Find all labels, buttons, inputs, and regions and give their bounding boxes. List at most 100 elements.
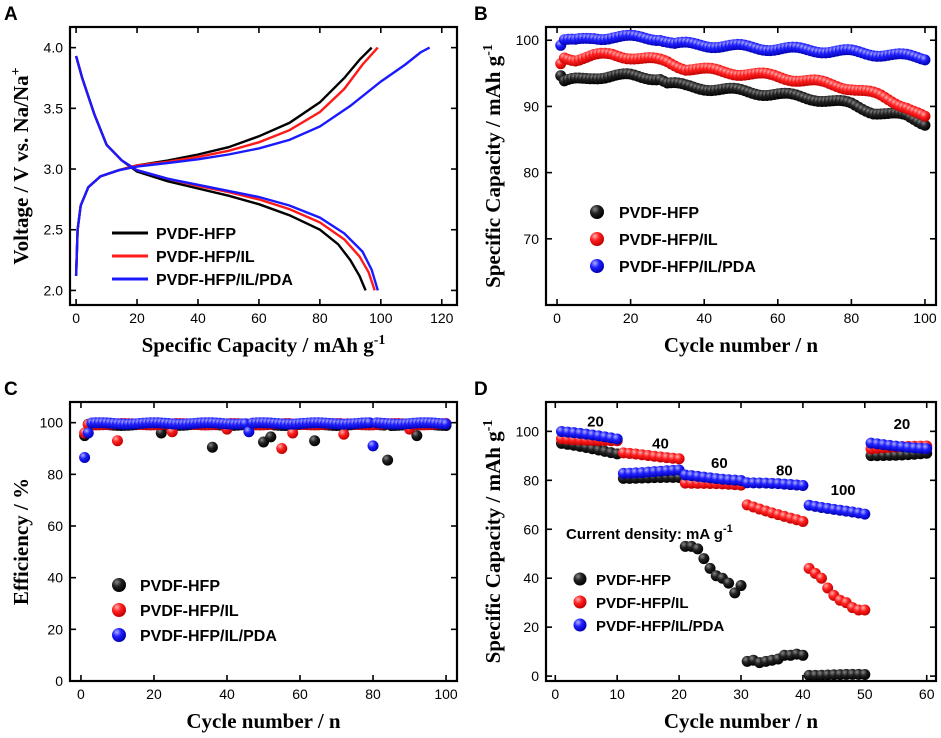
panel-a-letter: A	[4, 4, 18, 25]
panel-c-xtick-label: 20	[146, 686, 162, 702]
panel-c-point-pvdf-hfp	[309, 435, 321, 447]
panel-d-current-density-label: Current density: mA g-1	[566, 523, 733, 543]
panel-b-xtick-label: 0	[553, 310, 561, 326]
panel-c-coulombic-efficiency: 0 20 40 60 80 100 0 20 40 60 80 100 Cycle number / n…	[9, 400, 459, 733]
panel-d-ylabel-sup: -1	[481, 420, 496, 432]
panel-d-rate-label: 40	[652, 436, 669, 453]
panel-d-point-pvdf-hfp	[704, 562, 716, 574]
panel-d-ylabel: Specific Capacity / mAh g-1	[481, 420, 505, 664]
panel-b-xtick-label: 20	[623, 310, 639, 326]
panel-a-xtick-label: 40	[190, 310, 206, 326]
panel-d-point-pvdf-hfp-il	[673, 453, 685, 465]
panel-d-current-density-sup: -1	[723, 523, 733, 535]
panel-c-letter: C	[4, 379, 18, 400]
panel-a-ytick-label: 3.5	[44, 100, 64, 116]
panel-c-xtick-label: 40	[219, 686, 235, 702]
panel-c-legend-marker	[112, 578, 126, 592]
panel-c-point-pvdf-hfp-il	[287, 427, 299, 439]
panel-d-legend-marker	[573, 618, 587, 632]
panel-c-point-pvdf-hfp-il-pda	[79, 452, 91, 464]
panel-d-rate-label: 80	[776, 462, 793, 479]
panel-c-xtick-label: 0	[77, 686, 85, 702]
panel-d-point-pvdf-hfp	[735, 580, 747, 592]
panel-c-point-pvdf-hfp-il-pda	[82, 427, 94, 439]
panel-b-legend-marker	[590, 259, 604, 273]
panel-c-point-pvdf-hfp	[265, 431, 277, 443]
panel-a-xtick-label: 120	[430, 310, 454, 326]
panel-a-legend-label: PVDF-HFP/IL	[156, 249, 255, 266]
panel-a-ylabel-sup: +	[9, 67, 24, 75]
panel-b-cycling-capacity: 0 20 40 60 80 100 70 80 90 100 Cycle number / n Spe…	[481, 25, 938, 357]
panel-d-legend-label: PVDF-HFP/IL	[596, 595, 689, 612]
panel-d-xtick-label: 10	[609, 686, 625, 702]
panel-d-point-pvdf-hfp-il	[859, 604, 871, 616]
panel-d-ytick-label: 80	[523, 472, 539, 488]
panel-a-discharge-curve-pvdf-hfp-il-pda	[74, 55, 379, 291]
panel-d-point-pvdf-hfp	[723, 577, 735, 589]
panel-d-ytick-label: 60	[523, 521, 539, 537]
panel-c-ytick-label: 40	[47, 570, 63, 586]
panel-b-legend-marker	[590, 205, 604, 219]
panel-c-point-pvdf-hfp-il	[111, 435, 123, 447]
panel-d-point-pvdf-hfp	[797, 649, 809, 661]
panel-a-ytick-label: 4.0	[44, 40, 64, 56]
panel-c-ytick-label: 100	[40, 415, 64, 431]
panel-c-ytick-label: 0	[55, 673, 63, 689]
panel-a-xlabel: Specific Capacity / mAh g-1	[142, 333, 386, 357]
panel-d-point-pvdf-hfp-il	[797, 516, 809, 528]
panel-d-xtick-label: 20	[671, 686, 687, 702]
panel-d-point-pvdf-hfp	[692, 543, 704, 555]
panel-c-point-pvdf-hfp	[206, 441, 218, 453]
panel-b-ytick-label: 70	[523, 231, 539, 247]
panel-b-ylabel: Specific Capacity / mAh g-1	[481, 44, 505, 288]
panel-a-voltage-profile: 0 20 40 60 80 100 120 2.0 2.5 3.0 3.5 4.0 Specific C…	[9, 25, 459, 357]
panel-d-xlabel: Cycle number / n	[664, 709, 819, 733]
panel-d-point-pvdf-hfp-il	[822, 582, 834, 594]
panel-c-legend-label: PVDF-HFP	[140, 578, 220, 595]
panel-d-legend-marker	[573, 572, 587, 586]
panel-b-letter: B	[474, 4, 488, 25]
panel-d-rate-label: 60	[711, 455, 728, 472]
panel-d-rate-label: 100	[831, 482, 856, 499]
panel-b-point-pvdf-hfp-il	[919, 110, 931, 122]
panel-d-xtick-label: 50	[857, 686, 873, 702]
panel-b-xtick-label: 60	[770, 310, 786, 326]
panel-b-legend-label: PVDF-HFP/IL/PDA	[619, 259, 756, 276]
panel-b-xlabel: Cycle number / n	[664, 333, 819, 357]
panel-c-legend-label: PVDF-HFP/IL/PDA	[140, 628, 277, 645]
panel-d-ytick-label: 20	[523, 619, 539, 635]
panel-d-point-pvdf-hfp-il-pda	[921, 443, 933, 455]
panel-c-xlabel: Cycle number / n	[186, 709, 341, 733]
panel-d-ytick-label: 100	[516, 423, 540, 439]
panel-a-legend-label: PVDF-HFP	[156, 226, 236, 243]
panel-d-point-pvdf-hfp-il-pda	[797, 480, 809, 492]
panel-b-xtick-label: 80	[844, 310, 860, 326]
panel-a-xtick-label: 100	[369, 310, 393, 326]
panel-a-xtick-label: 80	[312, 310, 328, 326]
panel-b-ytick-label: 90	[523, 98, 539, 114]
panel-b-ylabel-sup: -1	[481, 44, 496, 56]
panel-c-axes-frame	[68, 400, 459, 683]
panel-b-ytick-label: 80	[523, 165, 539, 181]
panel-b-xtick-label: 40	[696, 310, 712, 326]
panel-b-legend-label: PVDF-HFP	[619, 205, 699, 222]
panel-a-xlabel-sup: -1	[374, 333, 386, 348]
panel-c-point-pvdf-hfp-il	[276, 443, 288, 454]
panel-a-charge-curve-pvdf-hfp-il-pda	[74, 46, 431, 276]
panel-a-legend-label: PVDF-HFP/IL/PDA	[156, 272, 293, 289]
panel-a-xtick-label: 0	[72, 310, 80, 326]
panel-d-point-pvdf-hfp	[698, 553, 710, 565]
panel-c-point-pvdf-hfp	[382, 454, 394, 466]
panel-d-legend-marker	[573, 595, 587, 609]
panel-d-xtick-label: 30	[733, 686, 749, 702]
panel-c-xtick-label: 60	[292, 686, 308, 702]
panel-d-rate-label: 20	[587, 413, 604, 430]
panel-c-legend-marker	[112, 628, 126, 642]
panel-b-legend-marker	[590, 232, 604, 246]
panel-d-letter: D	[474, 379, 488, 400]
panel-b-ytick-label: 100	[516, 32, 540, 48]
panel-c-ytick-label: 60	[47, 518, 63, 534]
panel-a-ytick-label: 3.0	[44, 161, 64, 177]
panel-c-point-pvdf-hfp	[411, 430, 423, 442]
